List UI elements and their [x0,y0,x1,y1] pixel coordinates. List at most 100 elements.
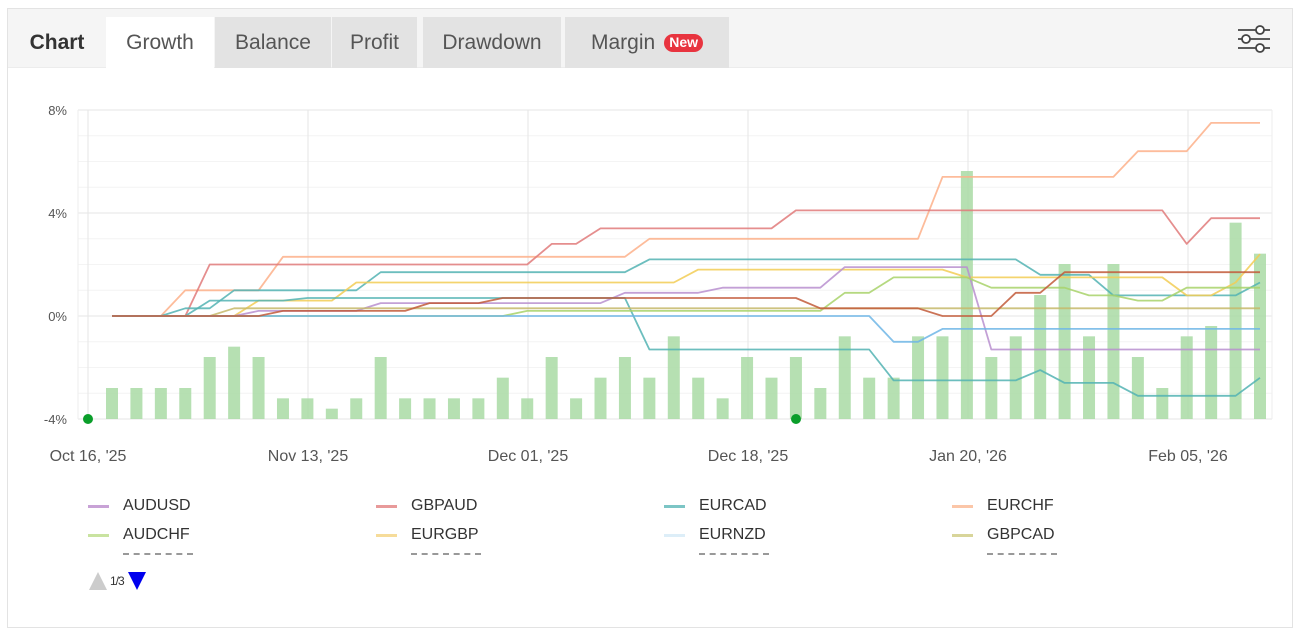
tab-profit[interactable]: Profit [332,17,417,68]
trade-bar[interactable] [179,388,192,419]
trade-bar[interactable] [643,377,656,419]
series-line-eurchf[interactable] [112,122,1260,317]
legend-prev-page-icon[interactable] [89,572,107,590]
tab-margin[interactable]: Margin New [565,17,729,68]
trade-bar[interactable] [1205,326,1218,419]
series-line-gbpcad[interactable] [112,307,1260,317]
trade-bar[interactable] [912,336,925,419]
chart-label: Chart [29,30,85,54]
legend-label: EURCAD [699,497,767,514]
new-badge: New [664,33,703,52]
legend-swatch [376,504,397,508]
trade-bar[interactable] [1131,357,1144,419]
legend-label: GBPAUD [411,497,478,514]
trade-bar[interactable] [399,398,412,419]
trade-bar[interactable] [765,377,778,419]
trade-bar[interactable] [1229,222,1242,419]
trade-bar[interactable] [838,336,851,419]
legend-item-eurgbp[interactable]: EURGBP [376,524,479,546]
trade-bar[interactable] [618,357,631,419]
trade-bar[interactable] [667,336,680,419]
y-tick-label: -4% [44,412,68,427]
trade-bar[interactable] [789,357,802,419]
trade-bar[interactable] [863,377,876,419]
trade-bar[interactable] [252,357,265,419]
chart-panel: Chart Growth Balance Profit Drawdown Mar… [7,8,1293,628]
legend-swatch [88,504,109,508]
tab-growth-label: Growth [126,30,194,54]
trade-bar[interactable] [1107,264,1120,419]
legend: AUDUSD GBPAUD EURCAD EURCHF AUDCHF EURGBP EURN… [88,490,1228,560]
legend-item-gbpcad[interactable]: GBPCAD [952,524,1055,546]
trade-bar[interactable] [716,398,729,419]
trade-bar[interactable] [350,398,363,419]
trade-bar[interactable] [741,357,754,419]
trade-bar[interactable] [1180,336,1193,419]
legend-item-clipped [699,553,769,557]
trade-bar[interactable] [1058,264,1071,419]
trade-bar[interactable] [1009,336,1022,419]
trade-bar[interactable] [106,388,118,419]
tab-growth[interactable]: Growth [106,17,214,68]
event-marker[interactable] [83,414,93,424]
trade-bar[interactable] [496,377,509,419]
trade-bar[interactable] [1254,253,1266,419]
trade-bar[interactable] [472,398,485,419]
trade-bar[interactable] [203,357,216,419]
tab-drawdown[interactable]: Drawdown [423,17,561,68]
trade-bar[interactable] [228,346,241,419]
y-tick-label: 0% [48,309,67,324]
series-line-gbpaud[interactable] [112,209,1260,317]
trade-bar[interactable] [570,398,583,419]
x-tick-label: Jan 20, '26 [929,448,1007,465]
legend-label: EURNZD [699,526,766,543]
y-tick-label: 4% [48,206,67,221]
trade-bar[interactable] [1156,388,1169,419]
trade-bar[interactable] [1083,336,1096,419]
trade-bar[interactable] [814,388,827,419]
legend-label: AUDCHF [123,526,190,543]
legend-swatch [952,533,973,537]
trade-bar[interactable] [423,398,436,419]
legend-item-clipped [411,553,481,557]
settings-button[interactable] [1236,23,1272,55]
legend-item-eurcad[interactable]: EURCAD [664,495,767,517]
legend-next-page-icon[interactable] [127,572,146,590]
trade-bar[interactable] [594,377,607,419]
trade-bar[interactable] [447,398,460,419]
series-line-eurgbp[interactable] [112,253,1261,317]
trade-bar[interactable] [545,357,558,419]
legend-item-gbpaud[interactable]: GBPAUD [376,495,477,517]
legend-item-audchf[interactable]: AUDCHF [88,524,190,546]
series-line-eurcad[interactable] [112,258,1261,317]
legend-item-eurnzd[interactable]: EURNZD [664,524,766,546]
series-line-eurnzd[interactable] [112,315,1260,343]
trade-bar[interactable] [692,377,705,419]
trade-bar[interactable] [154,388,167,419]
trade-bar[interactable] [960,171,973,419]
trade-bar[interactable] [985,357,998,419]
trade-bar[interactable] [521,398,534,419]
legend-label: AUDUSD [123,497,191,514]
series-line-eurcad-2[interactable] [112,297,1261,397]
legend-label: GBPCAD [987,526,1055,543]
legend-swatch [664,533,685,537]
trade-bar[interactable] [374,357,387,419]
legend-item-eurchf[interactable]: EURCHF [952,495,1054,517]
legend-item-audusd[interactable]: AUDUSD [88,495,191,517]
tab-balance[interactable]: Balance [215,17,331,68]
legend-label: EURGBP [411,526,479,543]
trade-bar[interactable] [936,336,949,419]
trade-bar[interactable] [1034,295,1047,419]
legend-swatch [952,504,973,508]
event-marker[interactable] [791,414,801,424]
series-line-gbpaud-2[interactable] [112,271,1260,317]
trade-bar[interactable] [325,408,338,419]
trade-bar[interactable] [301,398,314,419]
trade-bar[interactable] [130,388,143,419]
tab-drawdown-label: Drawdown [442,30,542,54]
trade-bar[interactable] [276,398,289,419]
legend-label: EURCHF [987,497,1054,514]
trade-bar[interactable] [887,377,900,419]
growth-chart: Oct 16, '25 Nov 13, '25 Dec 01, '25 Dec 18,… [44,103,1273,465]
